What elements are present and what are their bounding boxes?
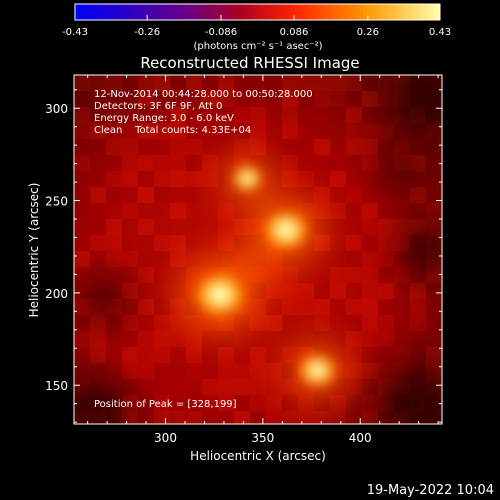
colorbar-tick-label: 0.43 bbox=[429, 27, 451, 38]
dark-regions bbox=[74, 75, 442, 424]
colorbar-ticks: -0.43 -0.26 -0.086 0.086 0.26 0.43 bbox=[62, 15, 451, 38]
x-tick-label: 300 bbox=[154, 431, 177, 445]
annotation-time: 12-Nov-2014 00:44:28.000 to 00:50:28.000 bbox=[94, 89, 313, 100]
footer-date: 19-May-2022 10:04 bbox=[367, 483, 494, 498]
y-tick-label: 300 bbox=[45, 102, 68, 116]
x-tick-label: 350 bbox=[251, 431, 274, 445]
plot-frame bbox=[73, 74, 443, 425]
x-axis-ticks: 300 350 400 bbox=[87, 75, 439, 445]
annotation-detectors: Detectors: 3F 6F 9F, Att 0 bbox=[94, 101, 222, 112]
colorbar: -0.43 -0.26 -0.086 0.086 0.26 0.43 (photons c… bbox=[62, 3, 451, 52]
source-core bbox=[277, 222, 296, 239]
x-tick-label: 400 bbox=[349, 431, 372, 445]
flare-sources bbox=[180, 155, 348, 399]
y-tick-label: 150 bbox=[45, 379, 68, 393]
colorbar-tick-label: -0.26 bbox=[134, 27, 160, 38]
annotations: 12-Nov-2014 00:44:28.000 to 00:50:28.000… bbox=[94, 89, 313, 410]
colorbar-tick-label: 0.086 bbox=[280, 27, 309, 38]
source-core bbox=[210, 285, 231, 304]
source-core bbox=[309, 363, 325, 378]
y-tick-label: 250 bbox=[45, 195, 68, 209]
colorbar-units: (photons cm⁻² s⁻¹ asec⁻²) bbox=[193, 41, 322, 52]
y-axis-label: Heliocentric Y (arcsec) bbox=[27, 183, 41, 318]
colorbar-tick-label: -0.086 bbox=[205, 27, 237, 38]
plot-area bbox=[74, 75, 442, 424]
y-axis-ticks: 150 200 250 300 bbox=[45, 89, 442, 423]
annotation-method: Clean Total counts: 4.33E+04 bbox=[94, 125, 251, 136]
source-core bbox=[241, 173, 254, 184]
colorbar-tick-label: -0.43 bbox=[62, 27, 88, 38]
ripple-pattern bbox=[74, 75, 442, 424]
annotation-energy: Energy Range: 3.0 - 6.0 keV bbox=[94, 113, 234, 124]
annotation-peak: Position of Peak = [328,199] bbox=[94, 399, 237, 410]
x-axis-label: Heliocentric X (arcsec) bbox=[190, 449, 326, 463]
chart-title: Reconstructed RHESSI Image bbox=[140, 54, 359, 72]
colorbar-gradient bbox=[74, 3, 441, 21]
y-tick-label: 200 bbox=[45, 287, 68, 301]
colorbar-tick-label: 0.26 bbox=[357, 27, 379, 38]
